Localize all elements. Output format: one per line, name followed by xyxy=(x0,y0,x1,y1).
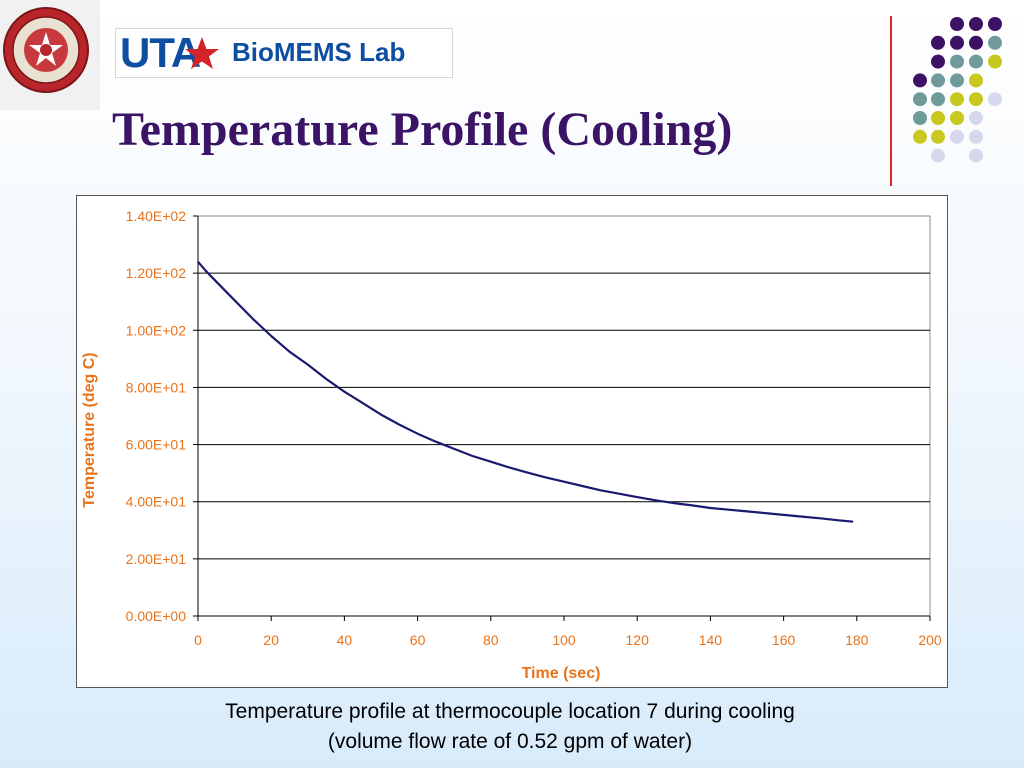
x-axis-label: Time (sec) xyxy=(522,665,601,682)
chart-caption: Temperature profile at thermocouple loca… xyxy=(110,697,910,757)
x-tick-label: 20 xyxy=(263,632,279,648)
accent-divider xyxy=(890,16,892,186)
x-tick-label: 80 xyxy=(483,632,499,648)
x-tick-label: 100 xyxy=(552,632,576,648)
decorative-dot xyxy=(931,148,945,163)
temperature-series-line xyxy=(197,260,854,523)
decorative-dot xyxy=(988,92,1002,107)
decorative-dot xyxy=(969,148,983,163)
decorative-dot xyxy=(931,92,945,107)
y-tick-label: 2.00E+01 xyxy=(126,551,187,567)
logo-lab-text: BioMEMS Lab xyxy=(232,37,406,67)
y-tick-label: 8.00E+01 xyxy=(126,379,187,395)
logo-uta-text: UTA xyxy=(120,29,201,76)
chart-frame: 0.00E+00 2.00E+01 4.00E+01 6.00E+01 8.00E+01… xyxy=(76,195,948,688)
decorative-dot xyxy=(950,111,964,125)
y-axis-label: Temperature (deg C) xyxy=(81,352,98,507)
x-tick-label: 180 xyxy=(845,632,869,648)
y-tick-label: 4.00E+01 xyxy=(126,494,187,510)
decorative-dot xyxy=(950,54,964,69)
x-tick-label: 60 xyxy=(410,632,426,648)
decorative-dot xyxy=(950,129,964,144)
caption-line-1: Temperature profile at thermocouple loca… xyxy=(225,700,795,723)
x-tick-label: 140 xyxy=(699,632,723,648)
x-tick-label: 120 xyxy=(626,632,650,648)
x-tick-label: 200 xyxy=(918,632,942,648)
decorative-dot xyxy=(988,35,1002,50)
x-tick-label: 160 xyxy=(772,632,796,648)
decorative-dot xyxy=(931,129,945,144)
decorative-dot xyxy=(913,73,927,88)
y-tick-label: 1.20E+02 xyxy=(126,265,187,281)
decorative-dot xyxy=(969,54,983,69)
star-icon xyxy=(185,37,219,69)
decorative-dot xyxy=(950,35,964,50)
y-tick-label: 0.00E+00 xyxy=(126,608,187,624)
decorative-dot xyxy=(913,92,927,107)
decorative-dot xyxy=(950,73,964,88)
decorative-dot xyxy=(913,129,927,144)
y-tick-label: 1.40E+02 xyxy=(126,208,187,224)
decorative-dot xyxy=(931,54,945,69)
decorative-dot xyxy=(969,92,983,107)
decorative-dot xyxy=(969,111,983,125)
decorative-dot xyxy=(913,111,927,125)
caption-line-2: (volume flow rate of 0.52 gpm of water) xyxy=(327,730,693,753)
slide-title: Temperature Profile (Cooling) xyxy=(112,103,733,156)
temperature-chart: 0.00E+00 2.00E+01 4.00E+01 6.00E+01 8.00E+01… xyxy=(81,208,942,682)
lab-logo: UTA BioMEMS Lab xyxy=(115,28,453,78)
decorative-dot xyxy=(950,17,964,31)
decorative-dot xyxy=(969,129,983,144)
decorative-dot xyxy=(950,92,964,107)
y-tick-label: 1.00E+02 xyxy=(126,322,187,338)
plot-area xyxy=(197,215,931,617)
x-tick-label: 40 xyxy=(337,632,353,648)
decorative-dot-grid xyxy=(913,17,1002,163)
decorative-dot xyxy=(969,17,983,31)
decorative-dot xyxy=(988,17,1002,31)
x-tick-label: 0 xyxy=(194,632,202,648)
decorative-dot xyxy=(988,54,1002,69)
y-tick-label: 6.00E+01 xyxy=(126,437,187,453)
decorative-dot xyxy=(969,73,983,88)
decorative-dot xyxy=(931,111,945,125)
decorative-dot xyxy=(969,35,983,50)
decorative-dot xyxy=(931,35,945,50)
decorative-dot xyxy=(931,73,945,88)
university-seal-icon xyxy=(0,0,100,110)
